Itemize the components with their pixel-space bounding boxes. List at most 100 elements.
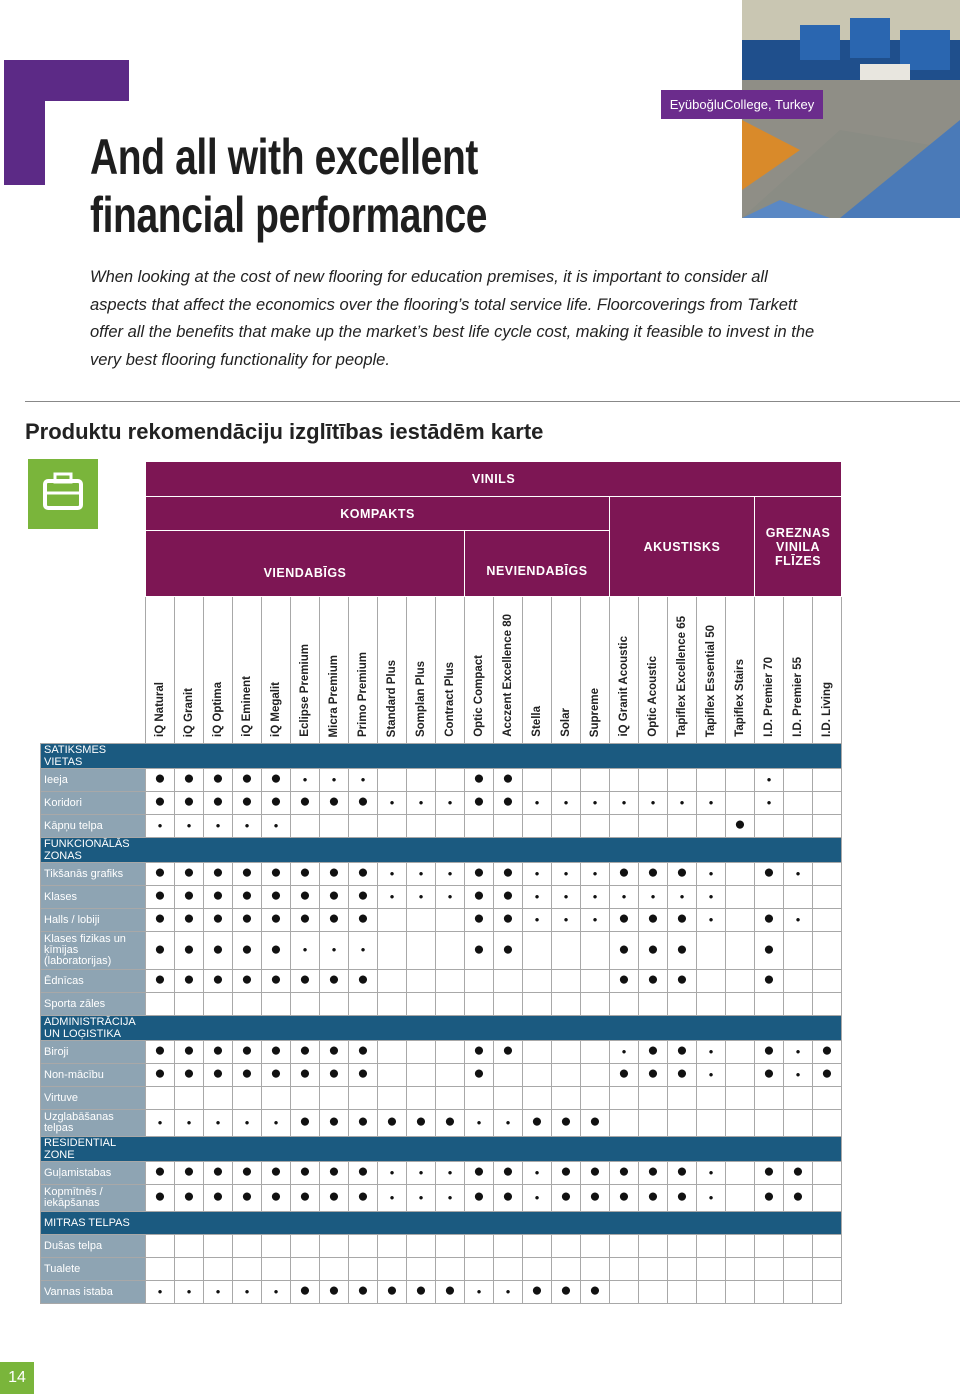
suitability-dot: ● [241, 1161, 253, 1182]
cell [696, 931, 726, 970]
suitability-dot: ● [473, 768, 485, 789]
cell: ● [783, 1161, 813, 1185]
suitability-dot: ● [647, 862, 659, 883]
suitability-dot: ● [560, 1186, 572, 1207]
cell: ● [319, 969, 349, 993]
suitability-dot: ● [241, 791, 253, 812]
cell [725, 1234, 755, 1258]
row-label: Kāpņu telpa [40, 814, 146, 838]
cell: • [377, 885, 407, 909]
suitability-dot: ● [589, 1186, 601, 1207]
cell: ● [348, 1280, 378, 1304]
section-row: MITRAS TELPAS [39, 1211, 843, 1235]
cell [406, 814, 436, 838]
cell: • [754, 768, 784, 792]
cell: ● [145, 768, 175, 792]
suitability-dot: • [534, 794, 540, 810]
decor [4, 0, 960, 218]
cell [435, 992, 465, 1016]
suitability-dot: • [505, 1114, 511, 1130]
suitability-dot: ● [270, 1161, 282, 1182]
suitability-dot: ● [328, 791, 340, 812]
suitability-dot: ● [241, 862, 253, 883]
cell [377, 969, 407, 993]
cell: ● [754, 1161, 784, 1185]
suitability-dot: • [563, 865, 569, 881]
cell: ● [174, 1040, 204, 1064]
cell [522, 768, 552, 792]
cell [145, 992, 175, 1016]
suitability-dot: ● [241, 768, 253, 789]
suitability-dot: ● [328, 1063, 340, 1084]
row-label: Dušas telpa [40, 1234, 146, 1258]
cell [435, 1040, 465, 1064]
cell [696, 814, 726, 838]
cell: ● [145, 969, 175, 993]
cell [696, 768, 726, 792]
cell [522, 969, 552, 993]
suitability-dot: ● [154, 885, 166, 906]
suitability-dot: ● [183, 862, 195, 883]
column-name: Optic Acoustic [647, 656, 659, 737]
cell: • [261, 1109, 291, 1137]
cell: ● [348, 1109, 378, 1137]
cell [580, 768, 610, 792]
suitability-dot: • [679, 794, 685, 810]
suitability-dot: ● [357, 885, 369, 906]
suitability-dot: ● [763, 1063, 775, 1084]
cell: • [783, 1040, 813, 1064]
cell [464, 1086, 494, 1110]
suitability-dot: • [302, 942, 308, 957]
row-label: Kopmītnēs / iekāpšanas [40, 1184, 146, 1212]
suitability-dot: ● [183, 1040, 195, 1061]
cell [551, 969, 581, 993]
cell [145, 1257, 175, 1281]
suitability-dot: • [650, 794, 656, 810]
cell: ● [290, 791, 320, 815]
cell: • [464, 1109, 494, 1137]
suitability-dot: • [418, 794, 424, 810]
suitability-dot: ● [212, 1063, 224, 1084]
cell: ● [464, 1161, 494, 1185]
cell: ● [203, 791, 233, 815]
cell [696, 1280, 726, 1304]
cell: ● [232, 1040, 262, 1064]
suitability-dot: ● [357, 908, 369, 929]
suitability-dot: ● [473, 1040, 485, 1061]
cell: ● [232, 931, 262, 970]
suitability-dot: • [621, 1043, 627, 1059]
suitability-dot: ● [183, 908, 195, 929]
cell [783, 1109, 813, 1137]
suitability-dot: • [157, 1283, 163, 1299]
column-name: iQ Eminent [241, 676, 253, 737]
cell [754, 1257, 784, 1281]
column-header: Tapiflex Excellence 65 [667, 596, 697, 744]
column-name: I.D. Living [821, 682, 834, 737]
suitability-dot: ● [299, 908, 311, 929]
cell: ● [319, 885, 349, 909]
cell [406, 1234, 436, 1258]
cell [783, 1234, 813, 1258]
cell [290, 992, 320, 1016]
cell [290, 814, 320, 838]
cell [754, 992, 784, 1016]
column-header: I.D. Premier 55 [783, 596, 813, 744]
suitability-dot: • [621, 888, 627, 904]
row: Kopmītnēs / iekāpšanas ● ● ● ● ● ● ● ● • • • ● ● • ● ● ● ●… [40, 1184, 843, 1212]
cell: ● [348, 885, 378, 909]
suitability-dot: ● [154, 938, 166, 960]
cell: • [203, 1109, 233, 1137]
column-header: iQ Granit [174, 596, 204, 744]
cell: ● [290, 908, 320, 932]
suitability-dot: ● [647, 1186, 659, 1207]
section-heading: Produktu rekomendāciju izglītības iestād… [25, 419, 544, 444]
cell: • [435, 885, 465, 909]
cell: ● [203, 862, 233, 886]
cell: ● [145, 1063, 175, 1087]
suitability-dot: ● [183, 969, 195, 990]
column-header: Eclipse Premium [290, 596, 320, 744]
cell: ● [464, 1063, 494, 1087]
suitability-dot: ● [502, 908, 514, 929]
cell: ● [319, 908, 349, 932]
